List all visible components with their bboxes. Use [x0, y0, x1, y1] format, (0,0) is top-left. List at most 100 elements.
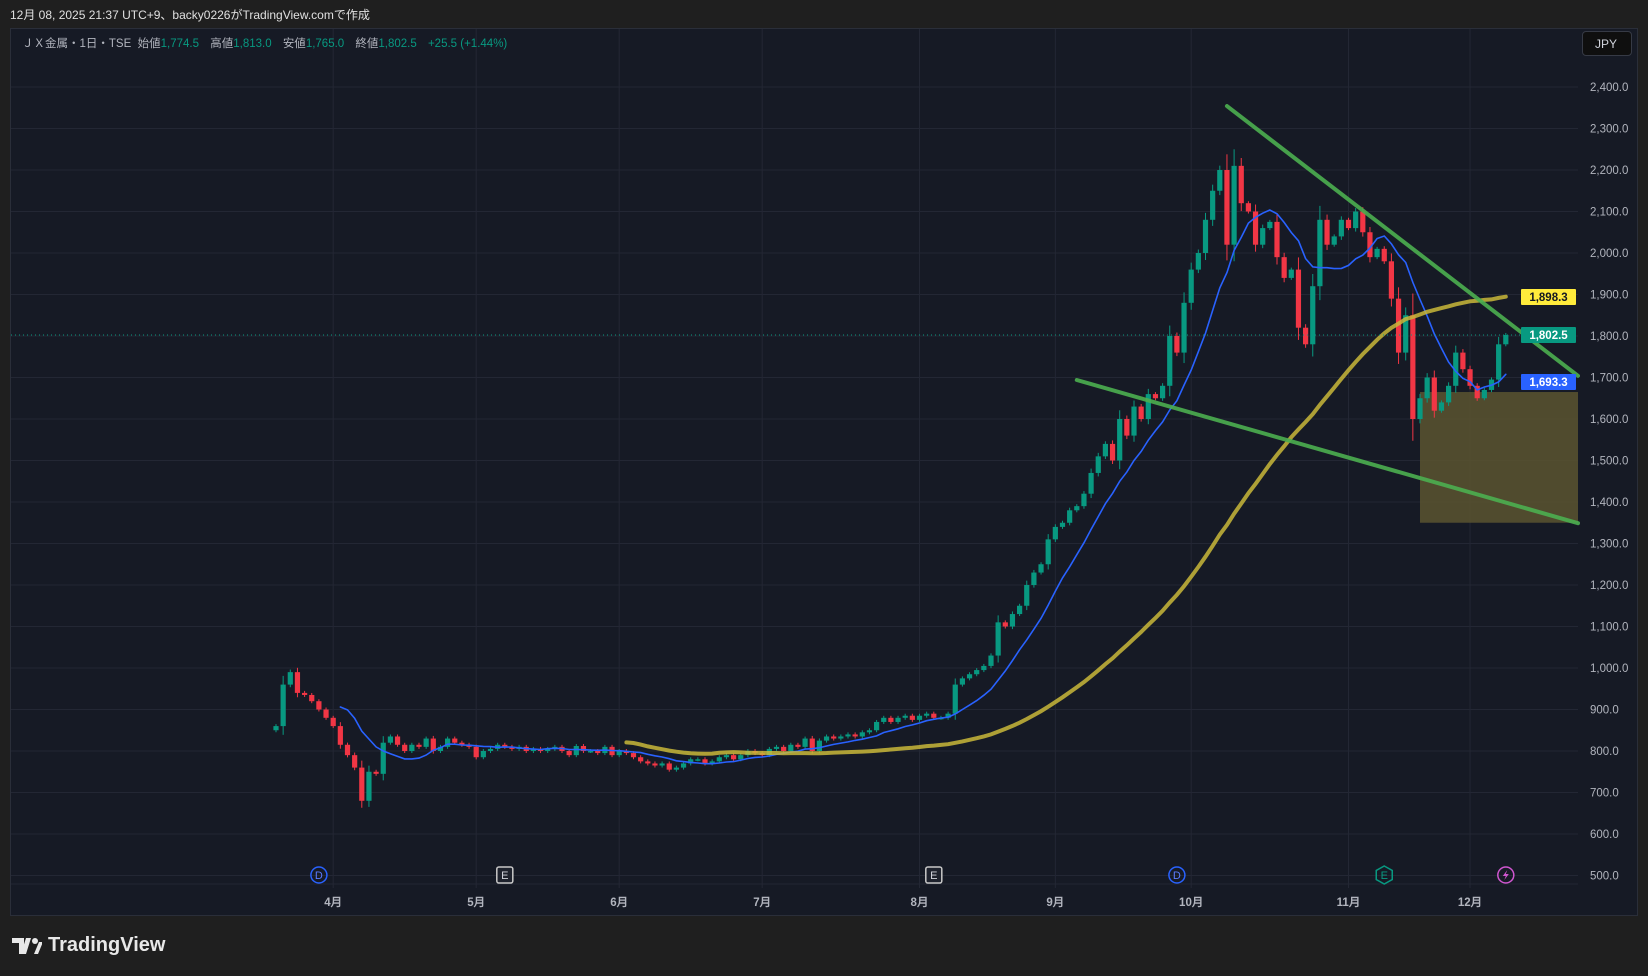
event-marker-e[interactable]: E	[925, 866, 943, 884]
candle	[1009, 611, 1016, 630]
candle	[580, 744, 587, 753]
candle-body	[294, 672, 301, 693]
event-marker-e[interactable]: E	[496, 866, 514, 884]
candle-body	[802, 738, 808, 747]
candle-body	[952, 684, 958, 714]
candle-body	[788, 744, 794, 751]
time-tick-label: 11月	[1337, 896, 1361, 909]
candle	[981, 663, 987, 673]
lower-trendline	[1074, 377, 1580, 526]
candle	[1324, 214, 1330, 250]
candle-body	[1217, 170, 1223, 191]
candle-body	[924, 713, 930, 716]
candle	[573, 744, 579, 758]
candle	[823, 734, 830, 743]
event-marker-d[interactable]: D	[1168, 866, 1186, 884]
candle-body	[1367, 232, 1373, 258]
price-tick-label: 1,700.0	[1590, 373, 1628, 385]
candle-body	[1338, 219, 1344, 237]
candle	[1067, 507, 1073, 526]
candle	[1031, 569, 1037, 588]
event-marker-d[interactable]: D	[310, 866, 328, 884]
earnings-letter: E	[930, 870, 937, 882]
chart-frame[interactable]	[10, 28, 1638, 916]
candle-body	[1260, 228, 1266, 245]
candle-body	[595, 751, 601, 754]
candle-body	[580, 746, 587, 751]
candle-body	[1045, 539, 1051, 565]
candle	[1345, 217, 1352, 231]
earnings-letter: E	[501, 870, 508, 882]
lightning-bolt	[1502, 870, 1509, 880]
candle-body	[823, 736, 830, 741]
candle-body	[359, 767, 365, 801]
candle	[1267, 219, 1273, 231]
price-tick-label: 1,000.0	[1590, 663, 1628, 675]
candle	[1303, 324, 1309, 348]
candle-body	[366, 771, 372, 801]
candle-body	[945, 713, 951, 718]
event-marker-lightning[interactable]	[1497, 866, 1515, 884]
candle-body	[738, 755, 744, 760]
ma-long-price-badge: 1,898.3	[1521, 289, 1576, 305]
candle	[859, 730, 865, 739]
symbol-title[interactable]: ＪＸ金属・1日・TSE	[22, 38, 132, 50]
candle-body	[1467, 369, 1473, 386]
event-marker-e-green[interactable]: E	[1375, 865, 1393, 885]
candle	[1145, 388, 1151, 425]
candle	[1467, 365, 1473, 390]
candle	[802, 736, 808, 749]
candle	[1446, 382, 1452, 406]
candle-body	[723, 755, 730, 758]
low-label: 安値	[282, 38, 306, 50]
tradingview-logo[interactable]: TradingView	[12, 934, 165, 957]
candle-body	[1317, 219, 1323, 287]
candle	[1152, 392, 1159, 401]
candle	[280, 675, 286, 735]
price-tick-label: 2,100.0	[1590, 207, 1628, 219]
candle	[359, 760, 365, 808]
candle-body	[1252, 211, 1259, 245]
candle	[1024, 580, 1030, 611]
candle-body	[895, 717, 901, 722]
candle-body	[1446, 385, 1452, 403]
candle-body	[1331, 236, 1337, 245]
candle	[473, 744, 479, 760]
candle	[1317, 205, 1323, 301]
candle-body	[416, 744, 422, 747]
candle-body	[1496, 344, 1502, 380]
price-tick-label: 1,900.0	[1590, 290, 1628, 302]
candle	[480, 749, 486, 760]
candle-body	[1410, 315, 1416, 419]
candle-body	[1353, 211, 1359, 229]
candle	[1138, 403, 1144, 422]
candle-body	[1345, 219, 1352, 229]
price-tick-label: 500.0	[1590, 871, 1619, 883]
candle-body	[323, 709, 329, 718]
price-tick-label: 2,200.0	[1590, 165, 1628, 177]
price-tick-label: 1,300.0	[1590, 539, 1628, 551]
candle	[1052, 524, 1058, 542]
candle-body	[702, 759, 708, 764]
candle-body	[773, 746, 780, 749]
candle-body	[831, 736, 837, 739]
candle-body	[1310, 286, 1316, 345]
candle-body	[1288, 269, 1294, 278]
high-value: 1,813.0	[233, 38, 272, 50]
candle-body	[966, 674, 973, 679]
low-value: 1,765.0	[305, 38, 345, 50]
chart-caption: 12月 08, 2025 21:37 UTC+9、backy0226がTradi…	[10, 8, 370, 22]
candle	[931, 711, 937, 720]
candle-body	[1417, 398, 1423, 419]
candle	[1481, 387, 1487, 401]
candle	[716, 755, 722, 764]
candle-body	[1438, 402, 1445, 411]
currency-button[interactable]: JPY	[1582, 31, 1632, 56]
candle-body	[302, 692, 308, 695]
candle	[1331, 234, 1337, 247]
candle-body	[487, 748, 494, 751]
candle	[459, 740, 465, 747]
candle	[330, 715, 336, 729]
upcoming-earnings-icon	[1375, 865, 1393, 885]
